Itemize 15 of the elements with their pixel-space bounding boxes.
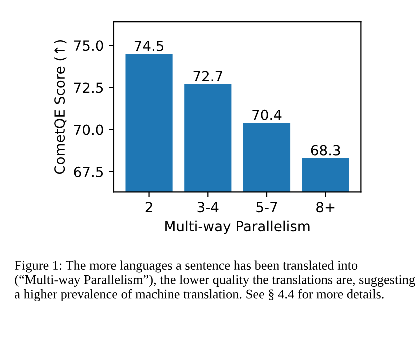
- x-tick-label: 5-7: [256, 202, 278, 213]
- x-tick-label: 3-4: [198, 202, 219, 213]
- data-label: 68.3: [311, 145, 340, 156]
- x-axis-title: Multi-way Parallelism: [166, 220, 310, 234]
- data-label: 74.5: [134, 41, 164, 52]
- y-axis-title: CometQE Score (↑): [54, 40, 67, 174]
- y-tick-label: 72.5: [74, 82, 104, 94]
- y-tick-label: 70.0: [74, 124, 104, 136]
- data-label: 72.7: [194, 71, 222, 82]
- data-label: 70.4: [252, 110, 282, 120]
- y-tick-label: 75.0: [74, 40, 104, 52]
- x-tick-label: 2: [146, 202, 152, 212]
- caption: Figure 1: The more languages a sentence has been translated into (“Multi-way Parallelism”), the lower quality the translations are, suggesting a higher prevalence of machine translation. See § 4.4 for more details.: [15, 260, 416, 302]
- x-tick-label: 8+: [316, 202, 335, 213]
- y-tick-label: 67.5: [74, 166, 104, 178]
